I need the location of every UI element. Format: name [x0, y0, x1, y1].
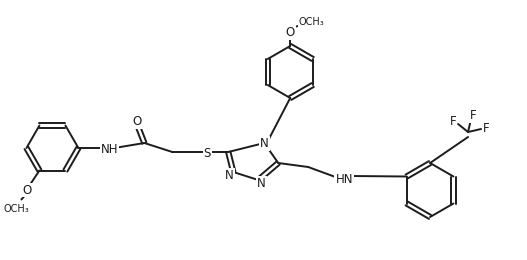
- Text: F: F: [483, 122, 490, 135]
- Text: N: N: [257, 177, 266, 190]
- Text: OCH₃: OCH₃: [4, 204, 30, 213]
- Text: N: N: [260, 137, 269, 150]
- Text: O: O: [133, 115, 142, 128]
- Text: F: F: [470, 109, 476, 122]
- Text: NH: NH: [101, 143, 118, 156]
- Text: OCH₃: OCH₃: [298, 17, 324, 27]
- Text: S: S: [203, 147, 211, 160]
- Text: F: F: [450, 115, 456, 128]
- Text: N: N: [225, 169, 233, 182]
- Text: HN: HN: [335, 173, 353, 186]
- Text: O: O: [23, 184, 32, 197]
- Text: O: O: [286, 26, 295, 39]
